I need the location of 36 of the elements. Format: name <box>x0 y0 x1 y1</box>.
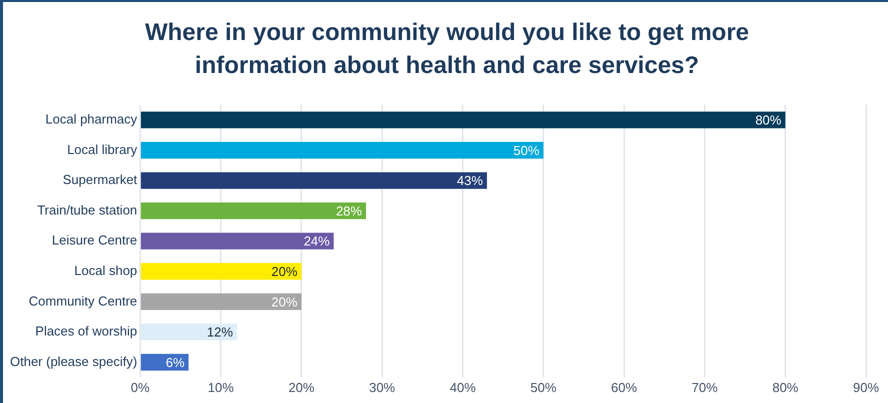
x-tick-label: 20% <box>288 380 315 395</box>
data-label: 12% <box>206 324 234 340</box>
y-tick-label: Other (please specify) <box>10 354 138 369</box>
bar <box>140 112 786 128</box>
x-tick-label: 10% <box>208 380 234 395</box>
y-tick-label: Places of worship <box>35 324 138 339</box>
y-tick-label: Community Centre <box>28 293 138 308</box>
data-label: 6% <box>166 354 185 370</box>
y-tick-label: Local shop <box>74 262 138 278</box>
data-label: 43% <box>456 173 484 188</box>
x-tick-label: 30% <box>369 380 396 395</box>
bar <box>140 293 302 310</box>
data-label: 20% <box>271 264 298 279</box>
bar <box>140 263 302 280</box>
data-label: 28% <box>336 203 362 218</box>
x-tick-label: 80% <box>772 380 799 395</box>
x-tick-label: 50% <box>530 380 557 395</box>
x-tick-label: 60% <box>611 380 638 395</box>
data-label: 80% <box>755 112 782 128</box>
data-label: 24% <box>304 234 330 249</box>
data-label: 50% <box>513 142 540 158</box>
y-tick-label: Local pharmacy <box>45 112 138 127</box>
x-tick-label: 0% <box>130 380 150 395</box>
y-tick-label: Leisure Centre <box>52 232 138 248</box>
bar <box>140 172 487 189</box>
y-tick-label: Supermarket <box>62 172 138 188</box>
x-tick-label: 70% <box>692 380 718 395</box>
x-tick-label: 90% <box>852 380 880 395</box>
y-tick-label: Train/tube station <box>37 202 138 218</box>
y-tick-label: Local library <box>67 142 138 157</box>
bar <box>140 142 544 159</box>
x-tick-label: 40% <box>450 380 476 395</box>
bar <box>140 232 334 250</box>
data-label: 20% <box>271 294 298 310</box>
bar <box>140 202 366 220</box>
chart-title: Where in your community would you like to get more information about health and care services? <box>144 18 750 81</box>
